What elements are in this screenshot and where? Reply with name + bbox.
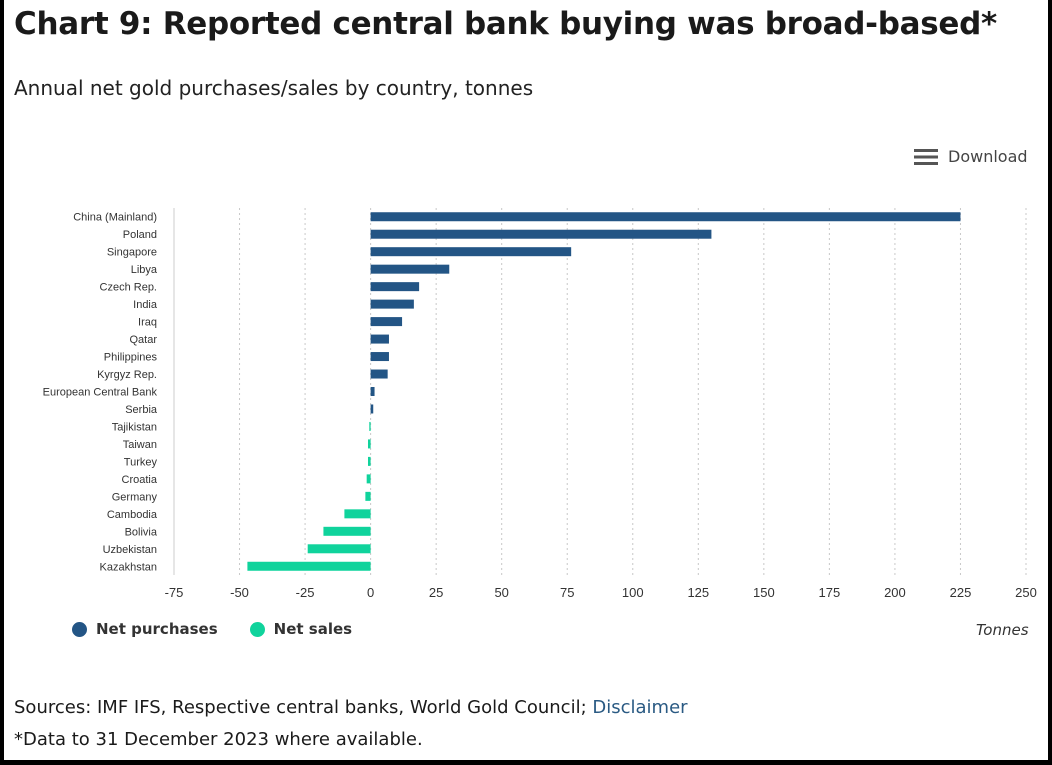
bar-net-sale: [247, 561, 371, 571]
bar-net-purchase: [370, 229, 712, 239]
legend-marker-net-purchases: [72, 621, 87, 637]
bar-net-sale: [307, 544, 371, 554]
bar-net-sale: [344, 509, 371, 519]
bar-net-purchase: [370, 264, 450, 274]
bar-net-purchase: [370, 247, 572, 257]
y-category-label: Singapore: [107, 247, 157, 259]
chart-panel: Chart 9: Reported central bank buying wa…: [4, 0, 1048, 760]
bar-net-sale: [369, 421, 371, 431]
bar-net-purchase: [370, 334, 389, 344]
bar-chart: -75 -50 -25 0 25 50 75 100 125 150 175 200 225 250 Chi…: [43, 208, 1037, 600]
x-tick-label: 50: [494, 585, 508, 600]
x-axis-unit-label: Tonnes: [976, 621, 1029, 639]
download-label: Download: [948, 147, 1028, 166]
bar-net-purchase: [370, 352, 389, 362]
legend-item-net-sales[interactable]: Net sales: [249, 620, 353, 638]
y-category-label: India: [133, 299, 158, 311]
bar-net-purchase: [370, 317, 403, 327]
x-tick-label: 25: [429, 585, 443, 600]
x-tick-label: 0: [367, 585, 374, 600]
y-category-label: Qatar: [129, 334, 157, 346]
x-tick-label: 100: [622, 585, 644, 600]
bar-net-sale: [366, 474, 371, 484]
y-category-label: Tajikistan: [112, 421, 157, 433]
y-category-label: Poland: [123, 229, 157, 241]
bar-net-purchase: [370, 387, 375, 396]
bar-net-purchase: [370, 212, 961, 222]
x-tick-label: 225: [950, 585, 972, 600]
footnote: *Data to 31 December 2023 where availabl…: [14, 729, 423, 750]
chart-legend: Net purchases Net sales: [72, 620, 352, 638]
page-title: Chart 9: Reported central bank buying wa…: [14, 6, 997, 42]
x-tick-label: 200: [884, 585, 906, 600]
x-tick-label: -25: [296, 585, 315, 600]
legend-label-net-sales: Net sales: [273, 620, 353, 638]
x-tick-label: 125: [687, 585, 709, 600]
legend-marker-net-sales: [249, 621, 265, 637]
y-category-label: Croatia: [122, 474, 158, 486]
bar-net-sale: [367, 439, 371, 449]
x-tick-label: 75: [560, 585, 574, 600]
bar-net-sale: [367, 456, 371, 466]
y-category-label: Libya: [131, 264, 158, 276]
y-category-label: Kazakhstan: [100, 561, 157, 573]
menu-icon: [914, 148, 938, 165]
disclaimer-link[interactable]: Disclaimer: [592, 697, 688, 718]
y-category-label: Cambodia: [107, 509, 158, 521]
legend-item-net-purchases[interactable]: Net purchases: [72, 620, 218, 638]
y-category-label: Germany: [112, 491, 158, 503]
x-tick-label: 150: [753, 585, 775, 600]
sources-text: Sources: IMF IFS, Respective central ban…: [14, 697, 593, 718]
y-category-label: Iraq: [138, 317, 157, 329]
y-category-label: Bolivia: [125, 526, 158, 538]
y-category-label: European Central Bank: [43, 387, 158, 399]
bar-net-purchase: [370, 299, 414, 309]
download-button[interactable]: Download: [914, 147, 1028, 166]
bar-net-purchase: [370, 282, 420, 292]
x-tick-label: -75: [165, 585, 184, 600]
y-category-label: Turkey: [124, 456, 158, 468]
y-category-label: Serbia: [125, 404, 158, 416]
x-tick-label: -50: [230, 585, 249, 600]
legend-label-net-purchases: Net purchases: [96, 620, 218, 638]
y-category-label: China (Mainland): [73, 212, 157, 224]
bar-net-sale: [323, 526, 371, 536]
chart-subtitle: Annual net gold purchases/sales by count…: [14, 76, 534, 100]
y-category-label: Taiwan: [123, 439, 157, 451]
y-category-label: Uzbekistan: [103, 544, 157, 556]
bar-net-purchase: [370, 369, 388, 379]
y-category-label: Czech Rep.: [100, 282, 157, 294]
bar-net-sale: [365, 491, 371, 501]
y-category-label: Kyrgyz Rep.: [97, 369, 157, 381]
x-tick-label: 250: [1015, 585, 1037, 600]
bar-net-purchase: [370, 404, 374, 414]
sources-note: Sources: IMF IFS, Respective central ban…: [14, 697, 688, 718]
y-category-label: Philippines: [104, 352, 158, 364]
x-tick-label: 175: [819, 585, 841, 600]
